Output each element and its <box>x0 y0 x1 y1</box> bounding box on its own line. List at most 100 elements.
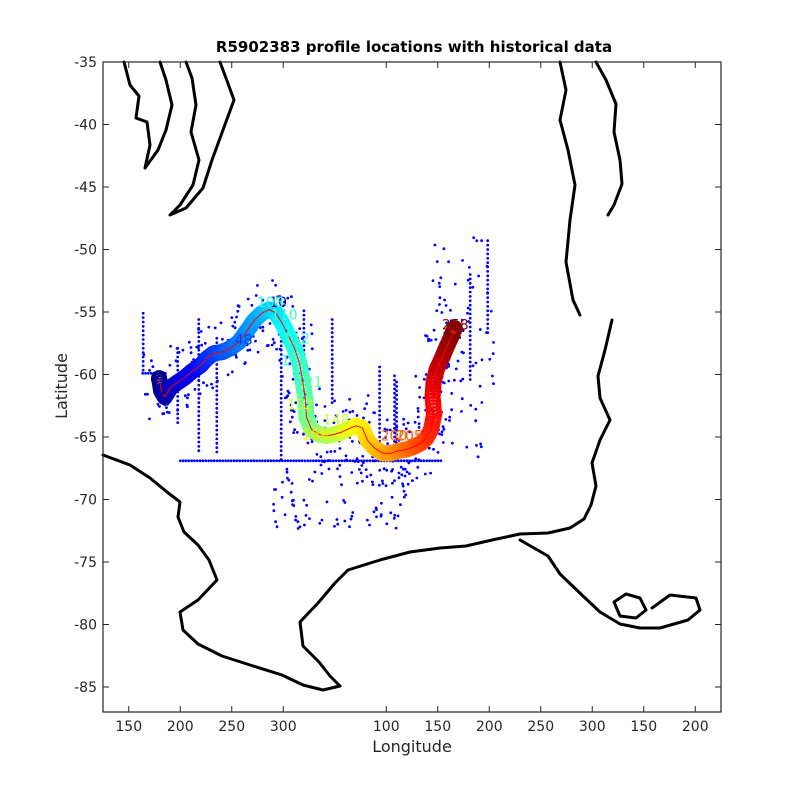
historical-point <box>141 364 145 368</box>
historical-point <box>411 459 414 463</box>
historical-point <box>348 410 352 414</box>
x-tick-label: 200 <box>167 719 194 735</box>
historical-point <box>392 516 396 520</box>
historical-point <box>310 440 314 443</box>
historical-point <box>302 318 306 321</box>
historical-point <box>238 459 242 463</box>
historical-point <box>279 414 283 418</box>
historical-point <box>274 283 277 287</box>
historical-point <box>148 417 151 421</box>
historical-point <box>268 322 272 325</box>
historical-point <box>235 315 238 319</box>
historical-point <box>279 440 283 444</box>
historical-point <box>280 459 284 463</box>
historical-point <box>141 360 145 363</box>
historical-point <box>460 410 463 413</box>
historical-point <box>330 318 334 321</box>
historical-point <box>386 442 389 445</box>
historical-point <box>379 513 383 516</box>
historical-point <box>279 418 283 422</box>
historical-point <box>302 322 306 326</box>
historical-point <box>141 316 145 319</box>
historical-point <box>141 333 145 337</box>
historical-point <box>486 278 490 282</box>
historical-point <box>395 420 398 423</box>
historical-point <box>279 379 283 383</box>
historical-point <box>384 429 387 433</box>
historical-point <box>215 389 219 393</box>
historical-point <box>469 404 473 407</box>
y-tick-label: -60 <box>74 368 97 384</box>
historical-point <box>211 386 215 390</box>
profile-number-label: 110 <box>271 308 298 324</box>
historical-point <box>393 431 396 434</box>
historical-point <box>468 338 472 342</box>
historical-point <box>330 366 334 369</box>
historical-point <box>246 348 250 352</box>
historical-point <box>283 513 287 517</box>
historical-point <box>486 309 490 313</box>
historical-point <box>330 326 334 330</box>
historical-point <box>441 441 445 444</box>
historical-point <box>275 459 278 463</box>
historical-point <box>279 361 283 365</box>
historical-point <box>440 311 444 314</box>
historical-point <box>246 459 250 463</box>
historical-point <box>436 451 440 454</box>
coastline <box>101 453 342 692</box>
historical-point <box>360 459 363 463</box>
historical-point <box>343 519 347 523</box>
historical-point <box>434 338 438 341</box>
historical-point <box>256 350 260 354</box>
historical-point <box>393 435 396 439</box>
historical-point <box>288 362 292 366</box>
historical-point <box>368 459 372 463</box>
historical-point <box>146 371 150 375</box>
historical-point <box>181 348 185 352</box>
historical-point <box>197 440 201 444</box>
historical-point <box>408 472 411 475</box>
historical-point <box>344 454 348 458</box>
historical-point <box>215 336 219 340</box>
historical-point <box>302 313 306 317</box>
historical-point <box>453 282 457 286</box>
historical-point <box>417 458 421 462</box>
historical-point <box>176 364 180 368</box>
historical-point <box>460 397 464 401</box>
historical-point <box>330 401 334 404</box>
historical-point <box>441 425 445 429</box>
historical-point <box>205 384 209 387</box>
historical-point <box>292 504 296 507</box>
historical-point <box>453 378 456 382</box>
historical-point <box>215 433 219 436</box>
historical-point <box>306 459 310 463</box>
historical-point <box>444 418 448 421</box>
profile-number-label: 169 <box>302 428 329 444</box>
historical-point <box>329 450 333 453</box>
historical-point <box>197 388 201 391</box>
historical-point <box>491 374 494 378</box>
historical-point <box>445 321 448 325</box>
historical-point <box>233 320 237 324</box>
historical-point <box>378 435 381 439</box>
historical-point <box>486 318 490 321</box>
x-tick-label: 300 <box>270 719 297 735</box>
historical-point <box>218 459 222 463</box>
historical-point <box>411 479 414 482</box>
historical-point <box>141 371 145 375</box>
historical-point <box>468 330 472 333</box>
historical-point <box>302 432 305 436</box>
historical-point <box>401 482 404 486</box>
historical-point <box>258 459 261 463</box>
historical-point <box>306 441 310 445</box>
historical-point <box>279 431 283 435</box>
x-tick-label: 300 <box>579 719 606 735</box>
historical-point <box>450 408 454 412</box>
historical-point <box>177 351 181 354</box>
historical-point <box>189 351 193 355</box>
historical-point <box>472 236 476 240</box>
historical-point <box>486 239 490 243</box>
historical-point <box>351 409 355 413</box>
historical-point <box>212 459 216 463</box>
historical-point <box>279 427 283 431</box>
